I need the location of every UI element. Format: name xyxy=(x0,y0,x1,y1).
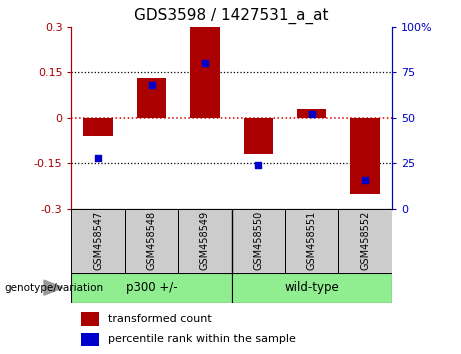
Text: GSM458549: GSM458549 xyxy=(200,211,210,270)
Bar xyxy=(178,209,231,273)
Point xyxy=(254,162,262,168)
Text: GSM458548: GSM458548 xyxy=(147,211,157,270)
Bar xyxy=(83,118,113,136)
Text: wild-type: wild-type xyxy=(284,281,339,294)
Polygon shape xyxy=(44,280,63,295)
Bar xyxy=(190,27,219,118)
Point xyxy=(201,60,209,66)
Bar xyxy=(71,273,231,303)
Bar xyxy=(350,118,380,194)
Text: GSM458551: GSM458551 xyxy=(307,211,317,270)
Text: GSM458552: GSM458552 xyxy=(360,211,370,270)
Point xyxy=(95,155,102,161)
Bar xyxy=(244,118,273,154)
Bar xyxy=(297,109,326,118)
Bar xyxy=(285,209,338,273)
Text: GSM458547: GSM458547 xyxy=(93,211,103,270)
Bar xyxy=(137,78,166,118)
Bar xyxy=(338,209,392,273)
Text: p300 +/-: p300 +/- xyxy=(126,281,177,294)
Text: GSM458550: GSM458550 xyxy=(254,211,263,270)
Text: genotype/variation: genotype/variation xyxy=(5,282,104,293)
Title: GDS3598 / 1427531_a_at: GDS3598 / 1427531_a_at xyxy=(135,7,329,24)
Bar xyxy=(71,209,125,273)
Bar xyxy=(231,209,285,273)
Bar xyxy=(81,312,99,326)
Text: percentile rank within the sample: percentile rank within the sample xyxy=(107,335,296,344)
Bar xyxy=(231,273,392,303)
Text: transformed count: transformed count xyxy=(107,314,212,324)
Point xyxy=(308,111,315,117)
Bar xyxy=(125,209,178,273)
Point xyxy=(148,82,155,88)
Point xyxy=(361,177,369,183)
Bar xyxy=(81,333,99,346)
